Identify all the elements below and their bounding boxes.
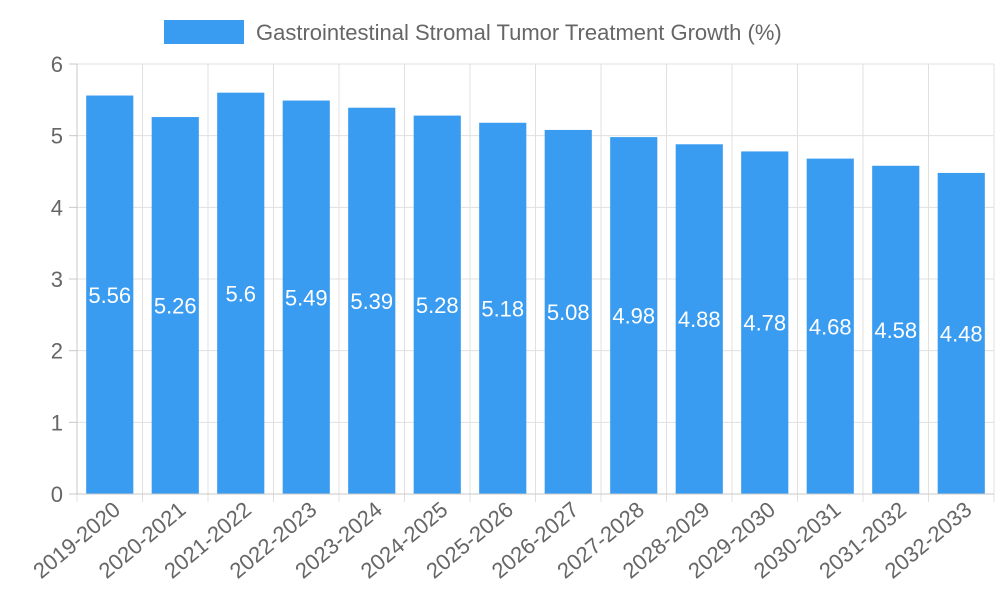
bar-value-label: 5.26 <box>154 294 197 319</box>
y-tick-label: 4 <box>51 195 63 220</box>
x-axis: 2019-20202020-20212021-20222022-20232023… <box>28 493 994 583</box>
legend-swatch <box>164 20 244 44</box>
bar[interactable] <box>413 115 461 494</box>
data-labels: 5.56 5.26 5.6 5.49 5.39 5.28 5.18 5.08 4.98 4.88 4… <box>88 281 982 346</box>
bar[interactable] <box>872 165 920 494</box>
y-tick-label: 6 <box>51 52 63 77</box>
bar[interactable] <box>675 144 723 494</box>
bar-value-label: 4.48 <box>940 321 983 346</box>
bar-value-label: 5.18 <box>481 296 524 321</box>
bar-value-label: 4.88 <box>678 307 721 332</box>
bar[interactable] <box>937 172 985 494</box>
bar-value-label: 5.08 <box>547 300 590 325</box>
bar-value-label: 5.6 <box>225 281 256 306</box>
y-tick-label: 3 <box>51 267 63 292</box>
bar[interactable] <box>151 117 199 495</box>
legend[interactable]: Gastrointestinal Stromal Tumor Treatment… <box>164 20 782 45</box>
bar-value-label: 5.49 <box>285 285 328 310</box>
bars <box>86 92 985 495</box>
bar-value-label: 5.39 <box>350 289 393 314</box>
bar[interactable] <box>806 158 854 494</box>
bar[interactable] <box>282 100 330 495</box>
bar-value-label: 5.28 <box>416 293 459 318</box>
bar[interactable] <box>217 92 265 495</box>
y-tick-label: 1 <box>51 410 63 435</box>
bar-value-label: 4.78 <box>743 311 786 336</box>
bar-value-label: 4.58 <box>874 318 917 343</box>
bar[interactable] <box>544 129 592 494</box>
y-tick-label: 5 <box>51 124 63 149</box>
y-tick-label: 0 <box>51 482 63 507</box>
bar[interactable] <box>348 107 396 494</box>
bar[interactable] <box>86 95 134 495</box>
legend-label: Gastrointestinal Stromal Tumor Treatment… <box>256 20 782 45</box>
bar-value-label: 4.68 <box>809 314 852 339</box>
bar[interactable] <box>479 122 527 495</box>
bar-value-label: 4.98 <box>612 304 655 329</box>
bar-value-label: 5.56 <box>88 283 131 308</box>
y-tick-label: 2 <box>51 339 63 364</box>
bar[interactable] <box>610 137 658 494</box>
bar[interactable] <box>741 151 789 494</box>
grid <box>76 63 995 502</box>
y-axis: 0 1 2 3 4 5 6 <box>51 52 78 507</box>
